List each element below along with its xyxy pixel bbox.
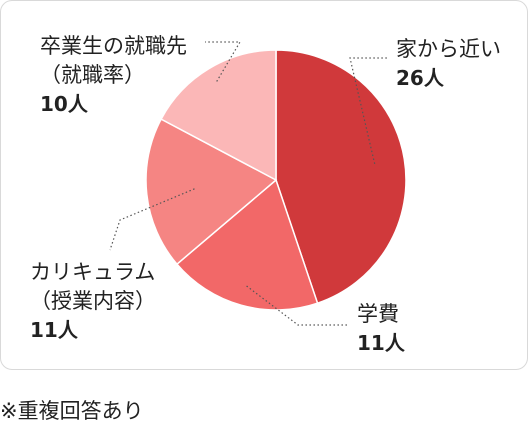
label-curriculum-sub: （授業内容） [30, 289, 156, 313]
label-curriculum-count: 11人 [30, 318, 78, 342]
label-ie-kara-chikai-count: 26人 [396, 66, 444, 90]
label-shushokusaki-name: 卒業生の就職先 [40, 34, 187, 58]
label-curriculum-name: カリキュラム [30, 260, 156, 284]
pie-slice-gakuhi [175, 178, 319, 311]
footnote: ※重複回答あり [0, 399, 144, 423]
label-gakuhi-count: 11人 [357, 331, 405, 355]
pie-slice-ie-kara-chikai [275, 49, 407, 305]
label-ie-kara-chikai-name: 家から近い [396, 37, 501, 61]
pie-slice-shushokusaki [160, 49, 277, 182]
leader-line-shushokusaki [205, 41, 242, 82]
label-gakuhi: 学費 11人 [357, 300, 405, 358]
label-shushokusaki-sub: （就職率） [40, 63, 145, 87]
label-curriculum: カリキュラム （授業内容） 11人 [30, 258, 156, 345]
leader-line-curriculum [109, 188, 195, 251]
label-gakuhi-name: 学費 [357, 302, 399, 326]
label-shushokusaki: 卒業生の就職先 （就職率） 10人 [40, 32, 187, 119]
leader-line-gakuhi [246, 285, 349, 326]
leader-line-ie-kara-chikai [349, 57, 388, 164]
label-ie-kara-chikai: 家から近い 26人 [396, 35, 501, 93]
label-shushokusaki-count: 10人 [40, 92, 88, 116]
pie-slice-curriculum [145, 118, 278, 266]
